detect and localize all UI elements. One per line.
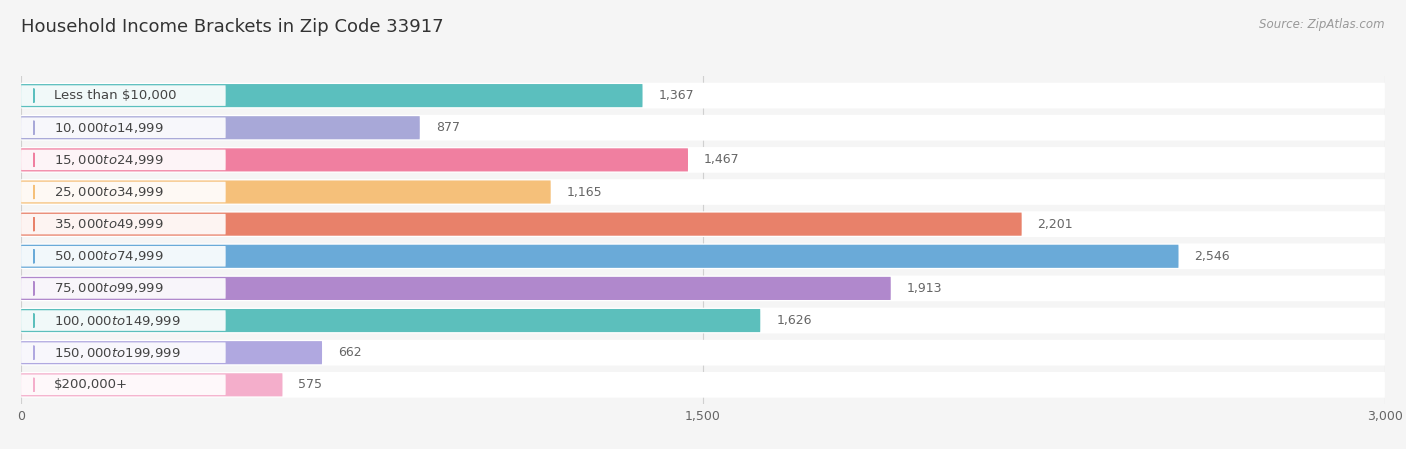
Text: $10,000 to $14,999: $10,000 to $14,999 <box>55 121 165 135</box>
FancyBboxPatch shape <box>21 83 1385 109</box>
Text: 2,546: 2,546 <box>1195 250 1230 263</box>
Text: $15,000 to $24,999: $15,000 to $24,999 <box>55 153 165 167</box>
Text: 1,367: 1,367 <box>658 89 695 102</box>
FancyBboxPatch shape <box>21 147 1385 173</box>
Text: $50,000 to $74,999: $50,000 to $74,999 <box>55 249 165 263</box>
FancyBboxPatch shape <box>21 180 551 203</box>
FancyBboxPatch shape <box>21 308 1385 334</box>
Text: $75,000 to $99,999: $75,000 to $99,999 <box>55 282 165 295</box>
FancyBboxPatch shape <box>21 150 225 170</box>
Text: $200,000+: $200,000+ <box>55 379 128 392</box>
Text: 1,467: 1,467 <box>704 154 740 167</box>
FancyBboxPatch shape <box>21 343 225 363</box>
FancyBboxPatch shape <box>21 341 322 364</box>
FancyBboxPatch shape <box>21 212 1022 236</box>
FancyBboxPatch shape <box>21 373 283 396</box>
FancyBboxPatch shape <box>21 277 891 300</box>
Text: Less than $10,000: Less than $10,000 <box>55 89 177 102</box>
FancyBboxPatch shape <box>21 148 688 172</box>
Text: $100,000 to $149,999: $100,000 to $149,999 <box>55 313 181 328</box>
Text: $35,000 to $49,999: $35,000 to $49,999 <box>55 217 165 231</box>
Text: $25,000 to $34,999: $25,000 to $34,999 <box>55 185 165 199</box>
FancyBboxPatch shape <box>21 211 1385 237</box>
Text: 877: 877 <box>436 121 460 134</box>
Text: Source: ZipAtlas.com: Source: ZipAtlas.com <box>1260 18 1385 31</box>
FancyBboxPatch shape <box>21 310 225 331</box>
FancyBboxPatch shape <box>21 340 1385 365</box>
Text: 662: 662 <box>337 346 361 359</box>
FancyBboxPatch shape <box>21 374 225 395</box>
Text: 575: 575 <box>298 379 322 392</box>
Text: $150,000 to $199,999: $150,000 to $199,999 <box>55 346 181 360</box>
FancyBboxPatch shape <box>21 246 225 267</box>
FancyBboxPatch shape <box>21 118 225 138</box>
FancyBboxPatch shape <box>21 243 1385 269</box>
FancyBboxPatch shape <box>21 84 643 107</box>
FancyBboxPatch shape <box>21 276 1385 301</box>
FancyBboxPatch shape <box>21 115 1385 141</box>
Text: 1,165: 1,165 <box>567 185 602 198</box>
Text: Household Income Brackets in Zip Code 33917: Household Income Brackets in Zip Code 33… <box>21 18 444 36</box>
Text: 1,913: 1,913 <box>907 282 942 295</box>
FancyBboxPatch shape <box>21 116 420 139</box>
FancyBboxPatch shape <box>21 179 1385 205</box>
FancyBboxPatch shape <box>21 214 225 234</box>
FancyBboxPatch shape <box>21 278 225 299</box>
FancyBboxPatch shape <box>21 309 761 332</box>
FancyBboxPatch shape <box>21 372 1385 398</box>
Text: 2,201: 2,201 <box>1038 218 1073 231</box>
FancyBboxPatch shape <box>21 182 225 202</box>
Text: 1,626: 1,626 <box>776 314 811 327</box>
FancyBboxPatch shape <box>21 85 225 106</box>
FancyBboxPatch shape <box>21 245 1178 268</box>
